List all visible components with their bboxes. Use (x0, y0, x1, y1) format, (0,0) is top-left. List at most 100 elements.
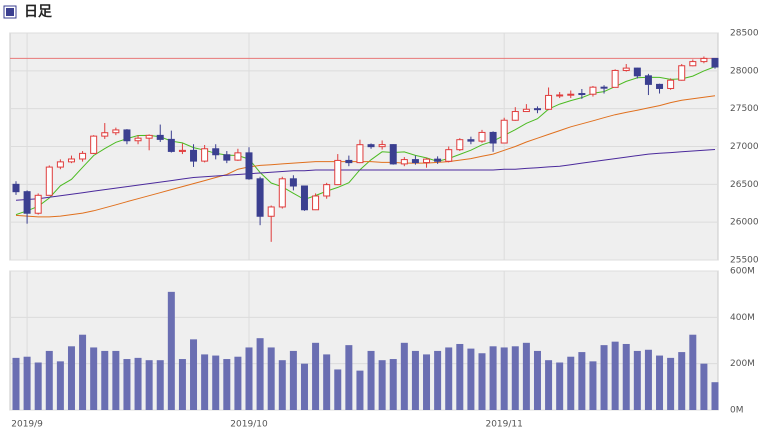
moving-average-line (15, 66, 716, 216)
candle-body (467, 139, 475, 142)
volume-bar (689, 334, 697, 410)
title-icon-fill (6, 8, 14, 16)
volume-bar (545, 360, 553, 410)
volume-bar (123, 359, 131, 410)
volume-bar (633, 350, 641, 410)
volume-bar (90, 347, 98, 410)
candle-body (245, 152, 253, 180)
volume-bar (711, 382, 719, 410)
volume-bar (478, 353, 486, 410)
candle-body (278, 178, 286, 208)
y-tick-label: 28000 (730, 66, 759, 76)
candle-body (123, 129, 131, 142)
volume-bar (567, 356, 575, 410)
volume-bar (556, 362, 564, 410)
candle-body (190, 149, 198, 162)
volume-bar (45, 350, 53, 410)
candle-body (689, 61, 697, 67)
volume-bar (622, 343, 630, 410)
volume-bar (445, 347, 453, 410)
volume-bar (456, 343, 464, 410)
candle-body (90, 135, 98, 154)
volume-bar (256, 338, 264, 410)
candle-body (522, 108, 530, 113)
moving-average-line (15, 95, 716, 218)
volume-bar (134, 357, 142, 410)
volume-bar (56, 361, 64, 410)
candle-body (223, 154, 231, 161)
volume-bar (289, 350, 297, 410)
candle-body (411, 159, 419, 164)
candle-body (45, 166, 53, 196)
volume-bar (522, 342, 530, 410)
candle-body (545, 94, 553, 110)
volume-bar (300, 363, 308, 410)
candle-body (101, 132, 109, 137)
candle-body (500, 119, 508, 144)
candle-body (489, 131, 497, 144)
moving-average-line (15, 149, 716, 201)
volume-bar (434, 350, 442, 410)
x-tick-label: 2019/10 (230, 420, 268, 430)
volume-bar (467, 348, 475, 410)
volume-bar (234, 356, 242, 410)
candle-body (289, 178, 297, 187)
candle-body (445, 149, 453, 162)
volume-bar (600, 345, 608, 410)
volume-bar (656, 355, 664, 410)
candle-body (667, 79, 675, 89)
volume-bar (411, 350, 419, 410)
candle-body (312, 195, 320, 211)
candle-body (533, 108, 541, 111)
candle-body (345, 159, 353, 164)
candle-body (556, 94, 564, 97)
volume-bar (378, 360, 386, 410)
volume-bar (178, 359, 186, 410)
candle-body (589, 86, 597, 95)
volume-bar (34, 362, 42, 410)
volume-bar (312, 342, 320, 410)
volume-bar (423, 354, 431, 410)
candle-body (711, 57, 719, 68)
candle-body (622, 67, 630, 71)
candle-body (611, 69, 619, 88)
candle-body (267, 206, 275, 217)
candle-body (67, 158, 75, 163)
volume-bar (156, 360, 164, 410)
volume-bar (678, 352, 686, 410)
y-tick-label: 26000 (730, 218, 759, 228)
volume-bar (644, 349, 652, 410)
candle-body (633, 67, 641, 77)
chart-title: 日足 (24, 4, 53, 20)
volume-bar (400, 342, 408, 410)
candle-body (12, 183, 20, 193)
y-tick-label: 28500 (730, 29, 759, 39)
candle-body (323, 184, 331, 197)
candle-body (23, 191, 31, 214)
volume-bar (145, 360, 153, 410)
candle-body (456, 139, 464, 151)
candle-body (112, 129, 120, 134)
candle-body (678, 65, 686, 81)
candle-body (644, 75, 652, 85)
candle-body (212, 148, 220, 156)
volume-bar (245, 347, 253, 410)
volume-bar (79, 334, 87, 410)
volume-bar (12, 357, 20, 410)
candle-body (423, 158, 431, 164)
volume-bar (223, 359, 231, 410)
volume-bar (500, 347, 508, 410)
candle-body (567, 93, 575, 96)
y-tick-label: 600M (730, 267, 755, 277)
volume-bar (589, 361, 597, 410)
candle-body (178, 149, 186, 152)
volume-bar (533, 350, 541, 410)
candle-body (378, 144, 386, 148)
volume-bar (389, 359, 397, 410)
volume-bar (667, 357, 675, 410)
volume-bar (611, 341, 619, 410)
candle-body (578, 93, 586, 96)
volume-bar (489, 346, 497, 410)
volume-bar (356, 370, 364, 410)
volume-bar (201, 354, 209, 410)
